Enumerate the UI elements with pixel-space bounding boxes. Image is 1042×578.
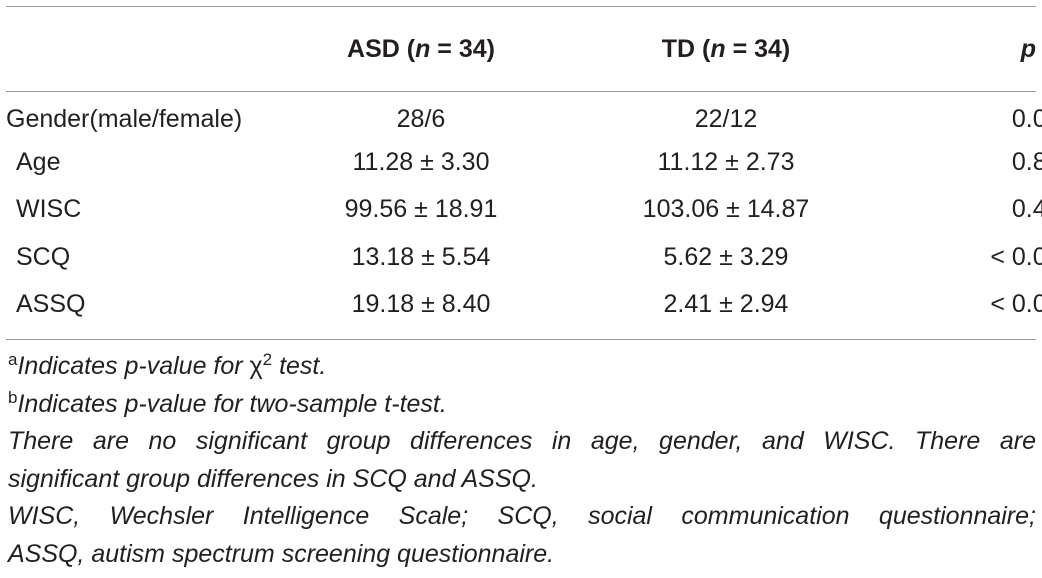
footnote-a-tail: test. — [272, 352, 327, 380]
table-row: ASSQ 19.18 ± 8.40 2.41 ± 2.94 < 0.05b — [6, 281, 1042, 329]
p-cell: < 0.05b — [856, 234, 1042, 282]
p-cell: 0.09a — [856, 91, 1042, 139]
row-label: WISC — [16, 195, 82, 224]
p-cell: 0.83b — [856, 139, 1042, 187]
p-value: < 0.05 — [990, 242, 1042, 271]
header-td-n: n — [710, 34, 726, 63]
demographics-table: ASD (n = 34) TD (n = 34) p Gender(male/f… — [6, 7, 1042, 329]
p-value: 0.83 — [1011, 147, 1042, 176]
header-td-count: = 34) — [725, 34, 791, 63]
p-cell: < 0.05b — [856, 281, 1042, 329]
td-value: 2.41 ± 2.94 — [663, 290, 789, 319]
group-note-line-1: There are no significant group differenc… — [8, 427, 1036, 455]
footnote-a: aIndicates p-value for χ2 test. — [8, 348, 1036, 386]
header-asd-main: ASD ( — [347, 34, 416, 63]
header-td-main: TD ( — [661, 34, 711, 63]
header-asd: ASD (n = 34) — [246, 7, 596, 91]
header-p-label: p — [1020, 34, 1036, 63]
abbreviations-line-2: ASSQ, autism spectrum screening question… — [8, 539, 555, 568]
p-cell: 0.40b — [856, 186, 1042, 234]
chi-exponent: 2 — [262, 350, 273, 369]
row-label: SCQ — [16, 242, 71, 271]
header-p: p — [856, 7, 1042, 91]
group-note-line-2: significant group differences in SCQ and… — [8, 464, 538, 493]
header-td: TD (n = 34) — [596, 7, 856, 91]
footnote-b-marker: b — [8, 387, 18, 407]
chi-symbol: χ — [249, 352, 263, 380]
row-label: Age — [16, 147, 61, 176]
p-value: 0.40 — [1011, 195, 1042, 224]
td-value: 5.62 ± 3.29 — [663, 242, 789, 271]
table-row: Age 11.28 ± 3.30 11.12 ± 2.73 0.83b — [6, 139, 1042, 187]
asd-value: 99.56 ± 18.91 — [344, 195, 498, 224]
row-label: ASSQ — [16, 290, 86, 319]
header-rule — [6, 91, 1036, 92]
table-row: WISC 99.56 ± 18.91 103.06 ± 14.87 0.40b — [6, 186, 1042, 234]
asd-value: 28/6 — [396, 105, 446, 134]
header-asd-count: = 34) — [430, 34, 495, 63]
header-asd-n: n — [415, 34, 431, 63]
footnote-b-text: Indicates p-value for two-sample t-test. — [17, 389, 447, 418]
footnote-b: bIndicates p-value for two-sample t-test… — [8, 386, 1036, 424]
td-value: 22/12 — [694, 105, 758, 134]
asd-value: 19.18 ± 8.40 — [351, 290, 491, 319]
td-value: 11.12 ± 2.73 — [657, 147, 795, 176]
table-footnotes: aIndicates p-value for χ2 test. bIndicat… — [8, 348, 1036, 573]
row-label: Gender(male/female) — [6, 105, 243, 134]
td-value: 103.06 ± 14.87 — [642, 195, 810, 224]
asd-value: 11.28 ± 3.30 — [352, 147, 490, 176]
footnote-a-text: Indicates p-value for — [17, 352, 250, 380]
header-empty — [6, 7, 246, 91]
footnote-a-marker: a — [8, 350, 18, 369]
header-row: ASD (n = 34) TD (n = 34) p — [6, 7, 1042, 91]
table-row: Gender(male/female) 28/6 22/12 0.09a — [6, 91, 1042, 139]
table-row: SCQ 13.18 ± 5.54 5.62 ± 3.29 < 0.05b — [6, 234, 1042, 282]
abbreviations-line-1: WISC, Wechsler Intelligence Scale; SCQ, … — [8, 502, 1036, 530]
p-value: < 0.05 — [990, 290, 1042, 319]
p-value: 0.09 — [1011, 105, 1042, 134]
top-rule — [6, 6, 1036, 7]
bottom-rule — [6, 339, 1036, 340]
asd-value: 13.18 ± 5.54 — [351, 242, 491, 271]
